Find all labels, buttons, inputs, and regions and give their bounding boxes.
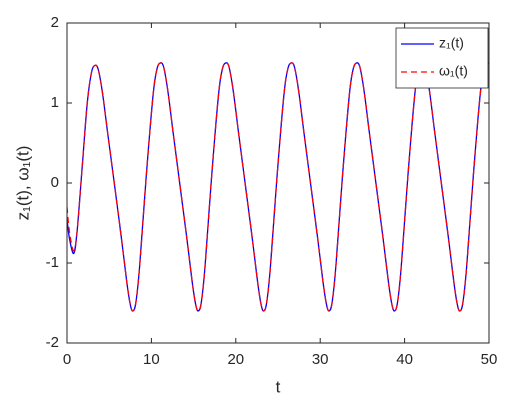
x-tick-label: 20 — [227, 351, 244, 368]
x-tick-label: 0 — [63, 351, 71, 368]
y-tick-label: -2 — [46, 334, 59, 351]
x-axis-label: t — [276, 377, 281, 396]
y-axis-label: z₁(t), ω₁(t) — [13, 146, 32, 221]
y-tick-label: 1 — [51, 94, 59, 111]
legend-label: ω₁(t) — [439, 63, 468, 79]
y-tick-label: 2 — [51, 14, 59, 31]
legend-box — [395, 27, 489, 89]
y-tick-label: 0 — [51, 174, 59, 191]
y-tick-label: -1 — [46, 254, 59, 271]
series-line — [67, 62, 489, 312]
legend-label: z₁(t) — [439, 35, 464, 51]
x-tick-label: 30 — [312, 351, 329, 368]
x-tick-label: 10 — [143, 351, 160, 368]
x-tick-label: 50 — [481, 351, 498, 368]
x-tick-label: 40 — [396, 351, 413, 368]
